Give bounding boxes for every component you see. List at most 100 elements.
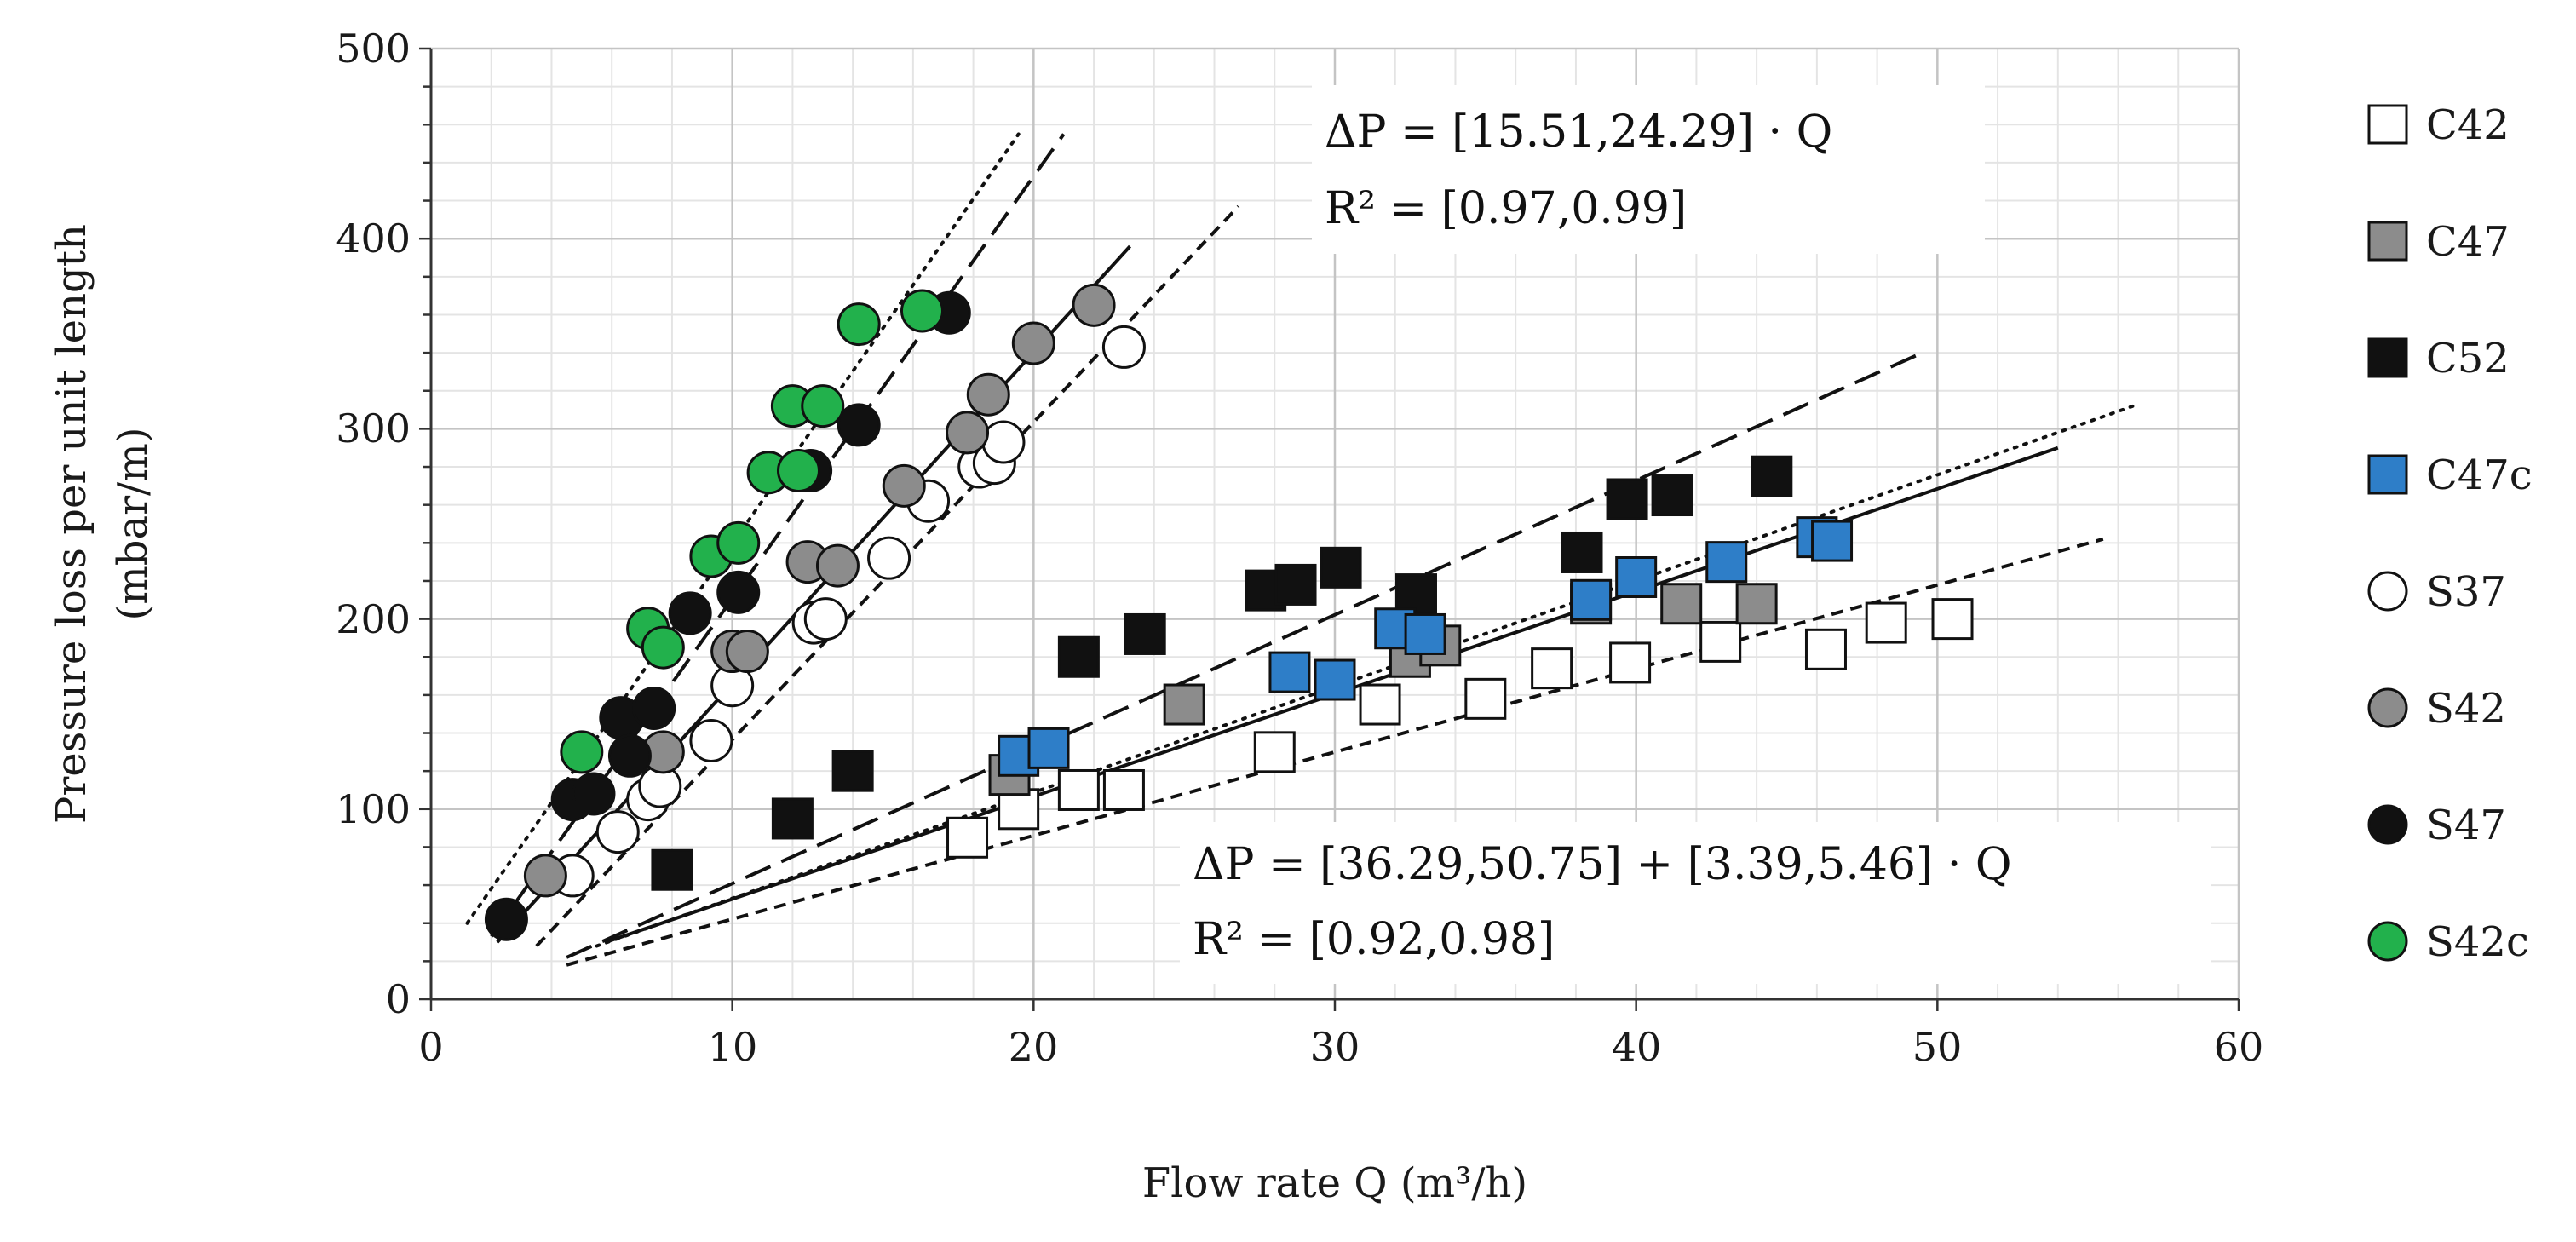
data-point-c52 — [1751, 455, 1793, 497]
data-point-s42 — [523, 854, 567, 898]
legend-marker-c42 — [2367, 104, 2408, 145]
data-point-s37 — [1101, 325, 1146, 369]
data-point-s47 — [607, 733, 652, 778]
data-point-s37 — [981, 420, 1026, 464]
legend-marker-s42c — [2367, 921, 2408, 962]
fit-line-short-dash — [566, 537, 2104, 967]
data-point-s42c — [801, 384, 845, 428]
legend: C42 C47 C52 C47c S37 S42 S47 S42c — [2367, 101, 2533, 966]
data-points — [484, 283, 1974, 941]
x-tick-label: 20 — [1009, 1024, 1059, 1070]
data-point-c52 — [1057, 635, 1100, 678]
data-point-c52 — [831, 750, 874, 792]
x-tick-label: 40 — [1612, 1024, 1662, 1070]
x-tick-label: 50 — [1912, 1024, 1963, 1070]
data-point-s42 — [882, 463, 926, 508]
data-point-c42 — [1804, 628, 1847, 670]
legend-marker-s47 — [2367, 804, 2408, 845]
data-point-s42 — [725, 630, 769, 674]
data-point-s42c — [776, 449, 820, 493]
data-point-s42c — [900, 289, 944, 333]
legend-label-s37: S37 — [2426, 568, 2506, 616]
data-point-s42 — [946, 411, 990, 455]
data-point-s37 — [689, 718, 733, 762]
data-point-s37 — [595, 810, 640, 854]
data-point-c47c — [1404, 612, 1446, 655]
data-point-c52 — [1320, 546, 1362, 589]
legend-marker-c52 — [2367, 337, 2408, 378]
x-tick-labels: 0 10 20 30 40 50 60 — [418, 1024, 2263, 1070]
data-point-c47 — [1660, 583, 1703, 625]
data-point-s42c — [641, 625, 685, 670]
y-tick-labels: 0 100 200 300 400 500 — [336, 26, 411, 1022]
data-point-s47 — [837, 403, 881, 447]
y-tick-label: 0 — [386, 976, 411, 1022]
data-point-c47 — [1735, 583, 1778, 625]
data-point-c47c — [1268, 651, 1311, 693]
data-point-s42c — [837, 302, 881, 347]
data-point-s37 — [867, 536, 911, 580]
y-axis-title-line2: (mbar/m) — [109, 428, 157, 621]
data-point-c42 — [1464, 677, 1507, 720]
data-point-c42 — [1699, 620, 1742, 663]
legend-label-c52: C52 — [2426, 335, 2510, 382]
x-tick-label: 60 — [2214, 1024, 2264, 1070]
data-point-s42 — [1011, 321, 1055, 365]
x-axis-title: Flow rate Q (m³/h) — [1142, 1159, 1527, 1207]
data-point-s42 — [815, 543, 860, 588]
x-tick-label: 10 — [708, 1024, 758, 1070]
data-point-c52 — [1561, 531, 1603, 573]
data-point-c42 — [1609, 641, 1652, 684]
data-point-c42 — [1931, 598, 1974, 641]
data-point-c42 — [1865, 601, 1907, 644]
equation-top-line1: ΔP = [15.51,24.29] · Q — [1325, 106, 1832, 158]
data-point-c47c — [1314, 658, 1356, 701]
data-point-c42 — [946, 816, 989, 859]
data-point-c47c — [1811, 520, 1854, 562]
equation-box-top — [1312, 85, 1985, 254]
legend-label-s42c: S42c — [2426, 918, 2529, 966]
legend-marker-c47 — [2367, 221, 2408, 262]
legend-label-c47c: C47c — [2426, 451, 2533, 499]
y-axis-title: Pressure loss per unit length (mbar/m) — [48, 224, 157, 824]
equation-bottom-line2: R² = [0.92,0.98] — [1193, 914, 1555, 965]
data-point-s42 — [966, 372, 1010, 417]
data-point-c42 — [1253, 731, 1296, 773]
data-point-c42 — [1057, 768, 1100, 811]
data-point-c52 — [1651, 474, 1693, 517]
data-point-c52 — [1124, 612, 1166, 655]
data-point-c42 — [1359, 683, 1401, 726]
legend-label-c42: C42 — [2426, 101, 2510, 149]
equation-top-line2: R² = [0.97,0.99] — [1325, 183, 1687, 234]
legend-marker-s42 — [2367, 687, 2408, 728]
data-point-c47c — [1615, 555, 1658, 598]
data-point-c52 — [651, 848, 693, 891]
fit-line-long-dash — [566, 351, 1923, 959]
data-point-s42c — [716, 520, 761, 565]
data-point-c52 — [1394, 573, 1437, 616]
data-point-c47 — [1163, 683, 1205, 726]
legend-marker-c47c — [2367, 454, 2408, 495]
data-point-c42 — [1102, 768, 1145, 811]
legend-label-s42: S42 — [2426, 685, 2506, 733]
axis-ticks — [419, 47, 2240, 1011]
legend-label-c47: C47 — [2426, 218, 2510, 266]
y-tick-label: 400 — [336, 216, 411, 262]
data-point-s37 — [803, 597, 848, 641]
data-point-c52 — [771, 797, 814, 840]
data-point-s47 — [716, 570, 761, 614]
data-point-s47 — [484, 897, 528, 941]
data-point-c47c — [1570, 578, 1613, 621]
data-point-c47c — [1705, 541, 1748, 584]
y-tick-label: 200 — [336, 596, 411, 642]
data-point-s47 — [632, 687, 676, 731]
data-point-c47c — [1027, 727, 1070, 769]
x-tick-label: 0 — [418, 1024, 443, 1070]
data-point-s47 — [668, 591, 712, 635]
y-axis-title-line1: Pressure loss per unit length — [48, 224, 95, 824]
data-point-c52 — [1274, 563, 1317, 606]
data-point-s47 — [572, 772, 616, 816]
equation-box-bottom — [1180, 822, 2211, 984]
data-point-s42c — [560, 730, 604, 774]
